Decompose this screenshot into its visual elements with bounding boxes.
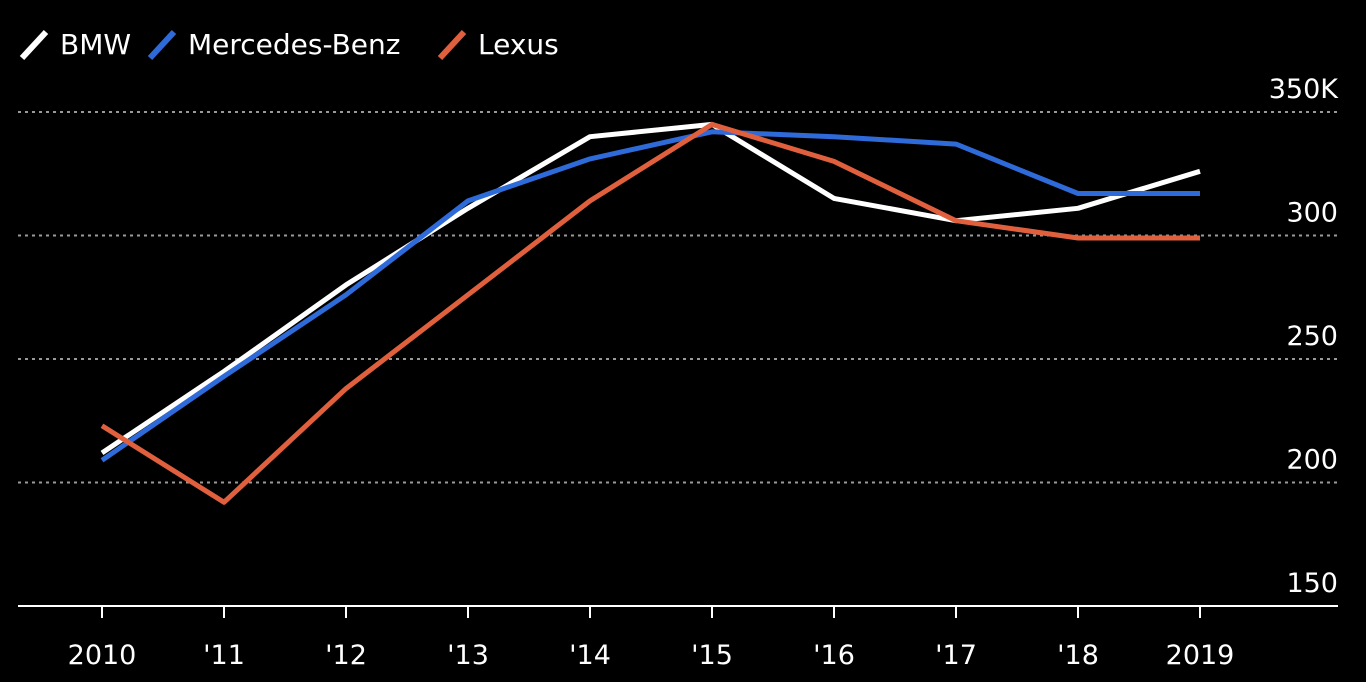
series-line-lexus: [100, 121, 1200, 505]
series-line-bmw: [100, 121, 1201, 455]
legend-label: Mercedes-Benz: [188, 28, 400, 61]
series-lines: [100, 121, 1201, 505]
y-tick-label: 300: [1286, 198, 1338, 229]
x-tick-label: '18: [1057, 640, 1099, 671]
gridlines: [18, 111, 1338, 484]
legend-swatch: [19, 29, 49, 61]
y-tick-label: 200: [1286, 445, 1338, 476]
x-tick-label: 2019: [1166, 640, 1235, 671]
legend-label: BMW: [60, 28, 131, 61]
y-axis-ticks: 150 200 250 300 350K: [1269, 74, 1340, 599]
x-axis: 2010 '11 '12 '13 '14 '15 '16 '17 '18 2019: [18, 605, 1338, 671]
x-tick-label: '17: [935, 640, 977, 671]
x-tick-label: '15: [691, 640, 733, 671]
y-tick-label: 150: [1286, 568, 1338, 599]
legend-label: Lexus: [478, 28, 559, 61]
y-tick-label: 350K: [1269, 74, 1340, 105]
x-tick-label: 2010: [68, 640, 137, 671]
x-tick-label: '11: [203, 640, 245, 671]
x-tick-label: '12: [325, 640, 367, 671]
x-tick-label: '14: [569, 640, 611, 671]
legend: BMW Mercedes-Benz Lexus: [19, 28, 559, 61]
legend-swatch: [147, 29, 177, 61]
series-line-mercedes-benz: [100, 129, 1200, 463]
x-tick-label: '16: [813, 640, 855, 671]
y-tick-label: 250: [1286, 321, 1338, 352]
x-tick-label: '13: [447, 640, 489, 671]
legend-swatch: [437, 29, 467, 61]
